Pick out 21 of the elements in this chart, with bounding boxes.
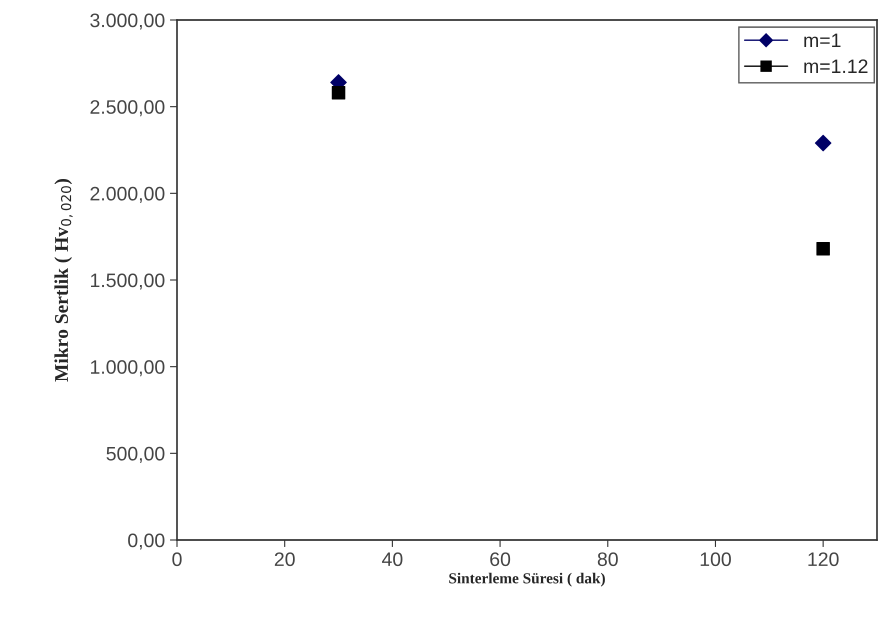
legend-label: m=1.12 (804, 59, 868, 73)
y-tick-label: 2.500,00 (90, 100, 164, 116)
x-tick-label: 120 (808, 552, 839, 566)
legend-label: m=1 (804, 34, 840, 48)
y-tick-label: 2.000,00 (90, 186, 164, 203)
y-tick-label: 0,00 (128, 533, 164, 550)
x-tick-label: 100 (700, 552, 731, 566)
point (332, 86, 346, 100)
y-tick-label: 1.000,00 (90, 360, 164, 376)
y-tick-label: 1.500,00 (90, 273, 164, 290)
x-tick-label: 80 (598, 552, 618, 566)
y-axis-title: Mikro Sertlik ( Hv$_{0,020}$) (54, 179, 73, 382)
point (814, 134, 832, 152)
x-tick-label: 0 (172, 552, 182, 566)
x-tick-label: 40 (382, 552, 402, 566)
x-axis-title: Sinterleme Süresi ( dak) (449, 572, 605, 587)
point (816, 242, 830, 256)
x-tick-label: 20 (274, 552, 295, 566)
x-tick-label: 60 (490, 552, 510, 566)
y-tick-label: 500,00 (106, 446, 164, 463)
y-tick-label: 3.000,00 (90, 13, 164, 30)
